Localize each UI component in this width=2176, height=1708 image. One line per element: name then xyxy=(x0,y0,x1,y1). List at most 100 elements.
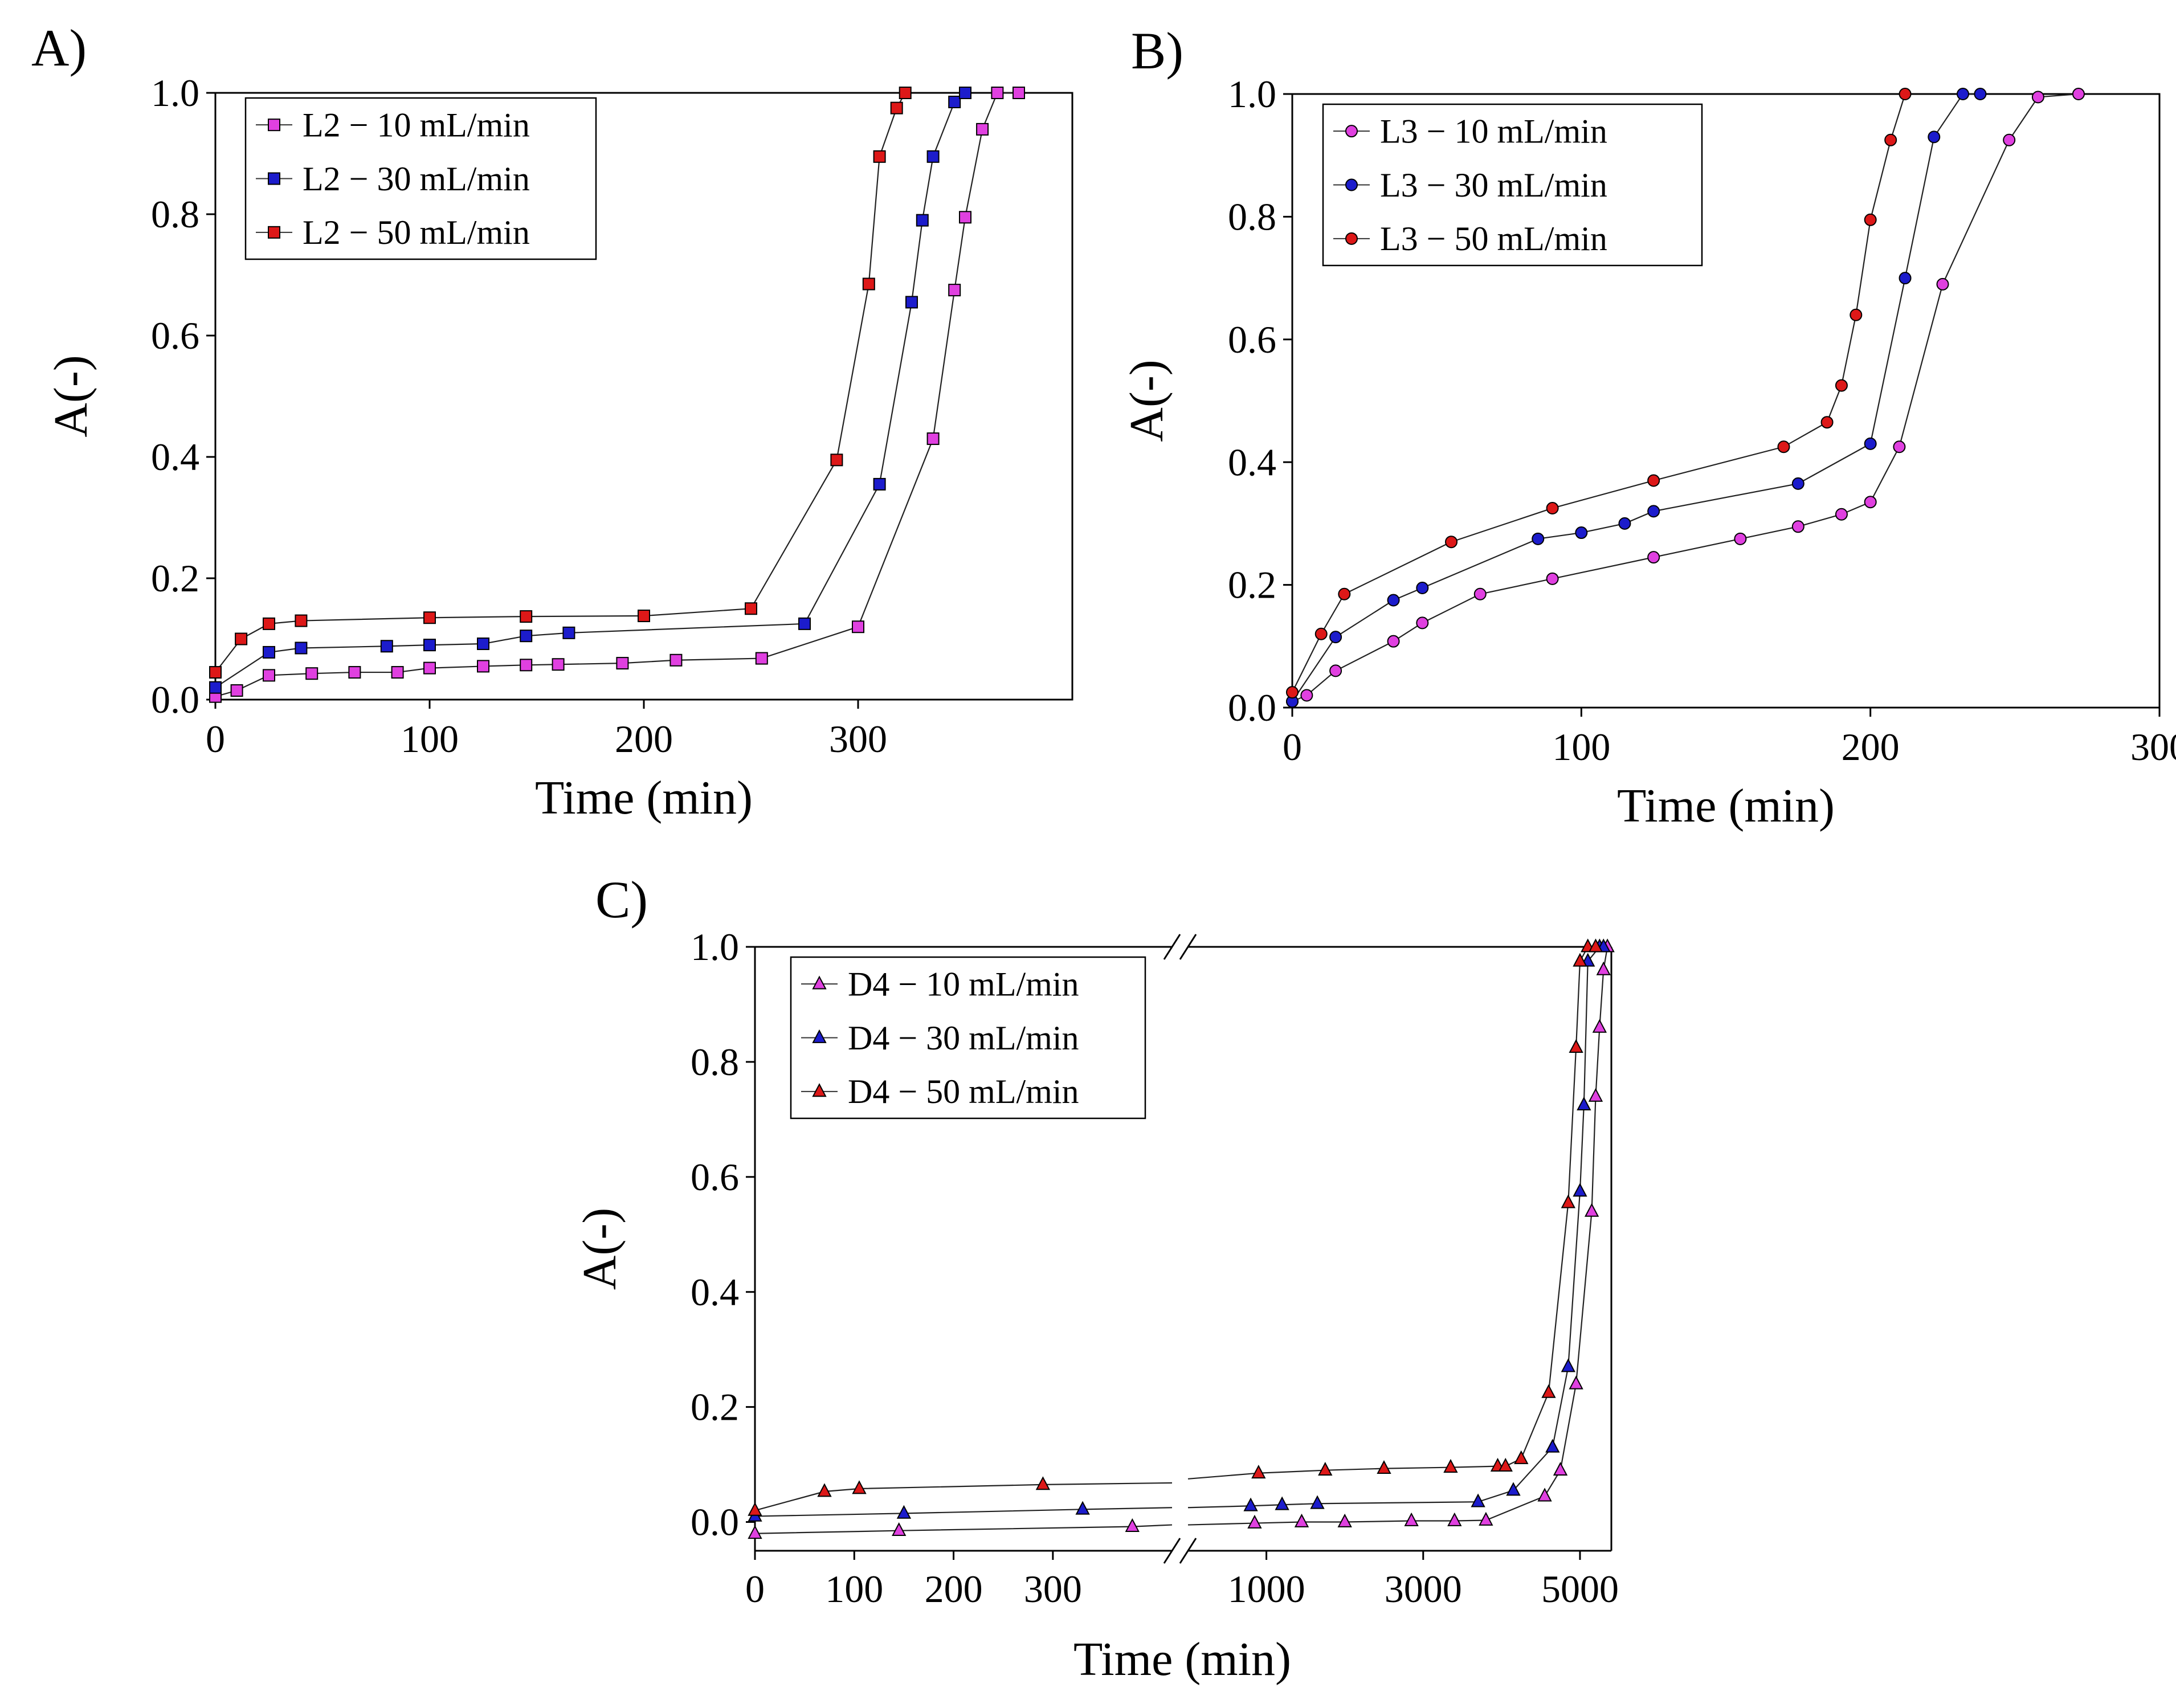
y-axis-title: A(-) xyxy=(573,1208,626,1290)
data-point xyxy=(209,666,222,679)
y-tick-label: 0.8 xyxy=(1228,195,1276,239)
x-axis-title: Time (min) xyxy=(1617,779,1835,832)
plot-frame xyxy=(1291,93,2161,709)
data-point xyxy=(1647,551,1660,564)
data-point xyxy=(905,296,918,309)
data-point xyxy=(391,666,404,679)
data-point xyxy=(1125,1518,1140,1532)
data-point xyxy=(1387,635,1400,648)
data-point xyxy=(1893,440,1906,453)
legend-label: L2 − 50 mL/min xyxy=(303,214,530,251)
data-point xyxy=(798,617,811,630)
x-tick-label: 100 xyxy=(401,717,459,761)
panel-label: B) xyxy=(1131,22,1183,80)
data-point xyxy=(1596,961,1611,975)
y-tick-label: 0.6 xyxy=(691,1155,739,1199)
x-tick-label: 200 xyxy=(1842,725,1900,769)
data-point xyxy=(1569,1375,1583,1390)
data-point xyxy=(1577,1096,1591,1110)
data-point xyxy=(638,610,650,623)
x-tick-label: 300 xyxy=(2130,725,2176,769)
data-point xyxy=(477,638,489,651)
data-point xyxy=(1561,1358,1575,1372)
data-point xyxy=(899,87,912,99)
data-point xyxy=(520,630,533,643)
data-point xyxy=(1310,1495,1325,1509)
y-tick-label: 0.0 xyxy=(151,678,199,721)
x-tick-label: 3000 xyxy=(1385,1567,1462,1611)
data-point xyxy=(1329,631,1342,644)
data-point xyxy=(1479,1511,1493,1526)
data-point xyxy=(1537,1488,1552,1502)
x-tick-label: 300 xyxy=(829,717,887,761)
data-point xyxy=(520,659,533,672)
legend-marker xyxy=(812,975,827,990)
data-point xyxy=(1569,1039,1583,1053)
panel-label: C) xyxy=(595,871,648,929)
data-point xyxy=(948,284,961,297)
data-point xyxy=(817,1483,832,1497)
data-point xyxy=(1588,938,1603,953)
x-tick-label: 0 xyxy=(745,1567,765,1611)
panel-c: C) 0 100 200 300 1000 3000 5000 0.0 0.2 0.4 0.6 0.8 1… xyxy=(573,871,1619,1686)
data-point xyxy=(552,658,565,671)
data-point xyxy=(1957,88,1970,100)
data-point xyxy=(1443,1458,1458,1473)
x-tick-label: 100 xyxy=(1552,725,1610,769)
y-tick-label: 1.0 xyxy=(691,925,739,969)
legend-marker xyxy=(1345,125,1358,138)
data-point xyxy=(1251,1465,1266,1479)
legend-marker xyxy=(268,119,280,132)
data-point xyxy=(852,620,864,634)
y-tick-label: 1.0 xyxy=(1228,72,1276,116)
legend-box xyxy=(244,97,597,260)
data-point xyxy=(1588,1088,1603,1102)
data-point xyxy=(1545,1439,1560,1453)
data-point xyxy=(892,1522,907,1537)
data-point xyxy=(830,453,843,467)
data-point xyxy=(1835,508,1848,521)
x-tick-label: 200 xyxy=(615,717,673,761)
data-point xyxy=(1338,587,1351,600)
data-point xyxy=(976,122,989,136)
data-point xyxy=(916,214,929,227)
data-point xyxy=(1553,1461,1568,1476)
y-tick-label: 0.0 xyxy=(691,1501,739,1544)
data-point xyxy=(1514,1450,1529,1464)
data-point xyxy=(1835,379,1848,392)
y-tick-label: 0.2 xyxy=(151,557,199,600)
data-point xyxy=(1075,1501,1090,1515)
series-line xyxy=(754,1507,1173,1517)
data-point xyxy=(1864,213,1877,226)
data-point xyxy=(1864,496,1877,509)
panel-label: A) xyxy=(31,19,87,77)
data-point xyxy=(748,1525,762,1539)
y-tick-label: 0.4 xyxy=(691,1270,739,1314)
data-point xyxy=(1584,1203,1599,1217)
data-point xyxy=(477,660,489,673)
y-tick-label: 0.6 xyxy=(151,314,199,357)
data-point xyxy=(1573,1183,1587,1197)
data-point xyxy=(1294,1513,1309,1527)
data-point xyxy=(1445,536,1458,549)
data-point xyxy=(423,639,436,652)
data-point xyxy=(1473,587,1487,600)
data-point xyxy=(896,1505,912,1519)
data-point xyxy=(873,150,886,163)
data-point xyxy=(1300,689,1313,702)
data-point xyxy=(1286,686,1299,699)
x-axis-title: Time (min) xyxy=(535,771,753,824)
data-point xyxy=(263,669,275,682)
data-point xyxy=(423,661,436,675)
data-point xyxy=(1387,594,1400,607)
data-point xyxy=(959,87,971,99)
data-point xyxy=(1318,1461,1333,1476)
y-tick-label: 0.6 xyxy=(1228,318,1276,361)
data-point xyxy=(263,617,275,630)
data-point xyxy=(745,602,757,615)
axis-break-mark xyxy=(1163,1538,1181,1564)
data-point xyxy=(305,667,319,680)
data-point xyxy=(1013,87,1025,99)
legend-marker xyxy=(812,1083,827,1097)
data-point xyxy=(991,87,1004,99)
